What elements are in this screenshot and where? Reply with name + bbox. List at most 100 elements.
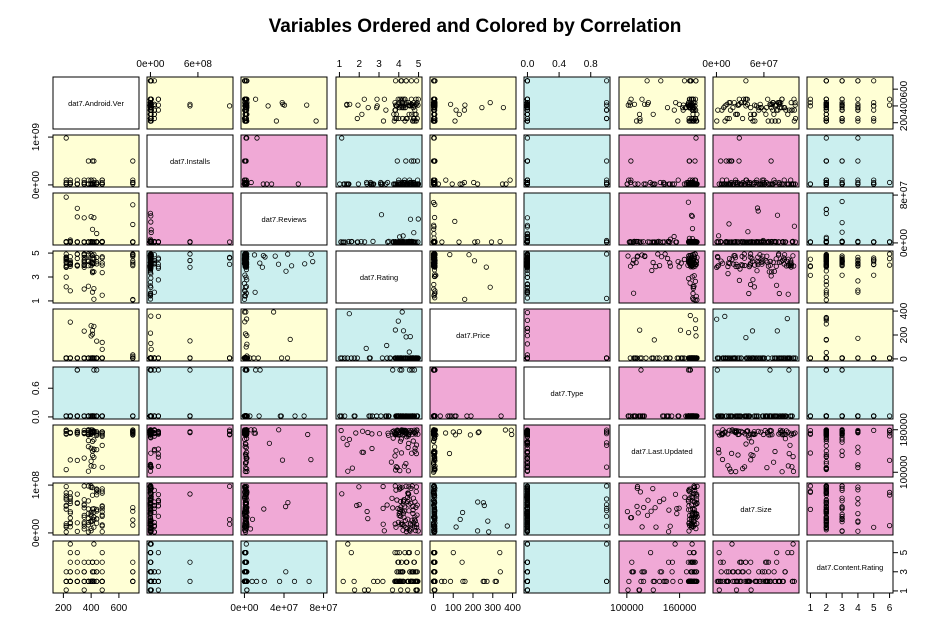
scatter-point xyxy=(415,216,421,222)
scatter-point xyxy=(769,238,775,245)
scatter-point xyxy=(397,96,403,102)
scatter-point xyxy=(524,255,531,261)
panel-background xyxy=(429,424,517,478)
scatter-point xyxy=(761,355,768,361)
scatter-point xyxy=(651,337,657,343)
scatter-point xyxy=(772,102,778,108)
scatter-point xyxy=(766,269,772,275)
scatter-point xyxy=(432,271,438,277)
scatter-point xyxy=(632,181,638,187)
scatter-point xyxy=(855,260,861,267)
panel-background xyxy=(335,366,423,420)
panel-4-6 xyxy=(523,250,611,304)
scatter-point xyxy=(242,115,248,122)
scatter-point xyxy=(692,100,698,106)
scatter-point xyxy=(242,355,248,361)
scatter-point xyxy=(394,158,400,164)
panel-4-3 xyxy=(240,250,328,304)
scatter-point xyxy=(400,233,406,239)
scatter-point xyxy=(384,342,390,349)
scatter-point xyxy=(392,181,398,187)
scatter-point xyxy=(839,272,845,278)
scatter-point xyxy=(392,327,398,333)
scatter-point xyxy=(67,288,73,294)
scatter-point xyxy=(855,257,861,263)
scatter-point xyxy=(524,274,531,280)
scatter-point xyxy=(147,210,153,216)
scatter-point xyxy=(67,239,73,245)
scatter-point xyxy=(487,284,493,290)
scatter-point xyxy=(787,355,793,361)
scatter-point xyxy=(767,258,773,264)
scatter-point xyxy=(688,212,695,218)
scatter-point xyxy=(747,281,754,288)
scatter-point xyxy=(647,179,653,186)
panel-background xyxy=(335,250,423,304)
scatter-point xyxy=(399,309,405,315)
scatter-point xyxy=(130,181,136,187)
scatter-point xyxy=(667,355,673,361)
panel-5-9 xyxy=(806,308,894,362)
scatter-point xyxy=(823,100,829,106)
scatter-point xyxy=(689,96,695,102)
scatter-point xyxy=(524,179,531,186)
scatter-point xyxy=(747,262,754,268)
scatter-point xyxy=(363,345,369,351)
scatter-point xyxy=(715,239,722,245)
scatter-point xyxy=(839,107,845,113)
scatter-point xyxy=(744,355,750,361)
panel-6-2 xyxy=(146,366,234,420)
scatter-point xyxy=(628,177,634,183)
scatter-point xyxy=(855,115,861,122)
scatter-point xyxy=(760,253,766,259)
scatter-point xyxy=(268,181,275,187)
scatter-point xyxy=(776,290,782,297)
scatter-point xyxy=(742,181,748,187)
scatter-point xyxy=(886,179,893,186)
scatter-point xyxy=(643,355,649,361)
scatter-point xyxy=(339,355,345,361)
scatter-point xyxy=(855,158,861,164)
scatter-point xyxy=(839,96,845,102)
scatter-point xyxy=(431,273,438,280)
scatter-point xyxy=(67,181,73,187)
scatter-point xyxy=(731,100,737,106)
scatter-point xyxy=(399,355,405,361)
panel-7-5 xyxy=(429,424,517,478)
panel-background xyxy=(146,250,234,304)
scatter-point xyxy=(487,100,493,106)
scatter-point xyxy=(130,202,136,208)
scatter-point xyxy=(691,273,697,279)
scatter-point xyxy=(81,328,87,334)
panel-1-8 xyxy=(712,76,800,130)
panel-1-2 xyxy=(146,76,234,130)
scatter-point xyxy=(687,181,694,187)
scatter-point xyxy=(691,355,697,361)
scatter-point xyxy=(431,292,437,298)
scatter-point xyxy=(99,177,105,183)
scatter-point xyxy=(242,78,248,84)
panel-3-2 xyxy=(146,192,234,246)
scatter-point xyxy=(374,103,380,109)
scatter-point xyxy=(679,355,686,361)
scatter-point xyxy=(466,252,472,258)
panel-background xyxy=(240,366,328,420)
panel-1-1: dat7.Android.Ver xyxy=(52,76,140,130)
scatter-point xyxy=(88,333,94,339)
panel-1-9 xyxy=(806,76,894,130)
panel-background xyxy=(806,134,894,188)
scatter-point xyxy=(89,226,96,232)
scatter-point xyxy=(88,239,94,245)
scatter-point xyxy=(63,274,69,280)
scatter-point xyxy=(748,105,754,111)
scatter-point xyxy=(187,355,193,361)
panel-2-5 xyxy=(429,134,517,188)
scatter-point xyxy=(763,111,769,117)
scatter-point xyxy=(714,118,720,124)
scatter-point xyxy=(387,355,393,361)
scatter-point xyxy=(686,102,693,108)
panel-2-3 xyxy=(240,134,328,188)
panel-6-5 xyxy=(429,366,517,420)
panel-background xyxy=(52,308,140,362)
scatter-point xyxy=(823,181,829,187)
